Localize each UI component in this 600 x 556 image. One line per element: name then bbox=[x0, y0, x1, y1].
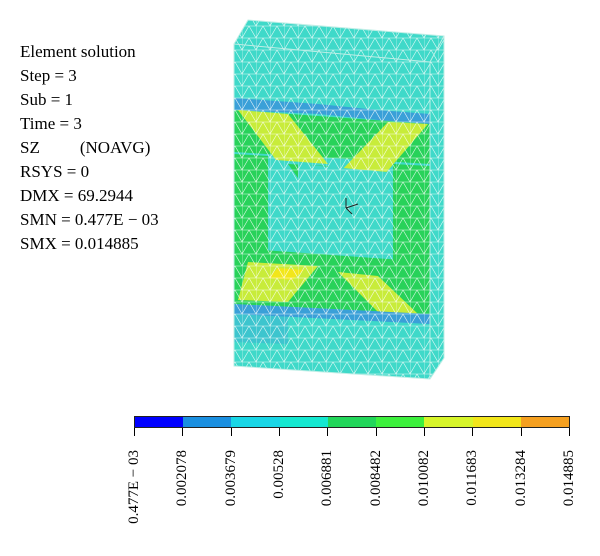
legend-tick bbox=[521, 428, 522, 436]
legend-tick bbox=[569, 428, 570, 436]
sz-row: SZ (NOAVG) bbox=[20, 136, 159, 160]
rsys-label: RSYS = 0 bbox=[20, 162, 90, 181]
smn-label: SMN = 0.477E − 03 bbox=[20, 210, 159, 229]
legend-tick-label: 0.002078 bbox=[174, 450, 190, 507]
legend-swatch bbox=[135, 417, 184, 427]
legend-swatch bbox=[424, 417, 473, 427]
dmx-label: DMX = 69.2944 bbox=[20, 186, 134, 205]
legend-tick bbox=[231, 428, 232, 436]
coordinate-triad-icon bbox=[345, 198, 359, 215]
legend-tick bbox=[327, 428, 328, 436]
time-label: Time = 3 bbox=[20, 114, 82, 133]
legend-swatch bbox=[279, 417, 328, 427]
sz-avg-label: (NOAVG) bbox=[79, 138, 151, 157]
legend-tick bbox=[424, 428, 425, 436]
contour-legend: 0.477E − 03 0.002078 0.003679 0.00528 0.0068… bbox=[126, 416, 577, 552]
legend-tick-label: 0.010082 bbox=[416, 450, 432, 507]
solution-info-panel: Element solution Step = 3 Sub = 1 Time =… bbox=[20, 40, 159, 256]
legend-tick-label: 0.011683 bbox=[464, 450, 480, 506]
legend-tick-label: 0.003679 bbox=[223, 450, 239, 507]
legend-tick-label: 0.006881 bbox=[319, 450, 335, 507]
legend-ticks: 0.477E − 03 0.002078 0.003679 0.00528 0.0068… bbox=[126, 428, 577, 524]
legend-tick bbox=[376, 428, 377, 436]
legend-swatch bbox=[183, 417, 232, 427]
solution-title: Element solution bbox=[20, 42, 136, 61]
legend-swatch bbox=[231, 417, 280, 427]
legend-tick bbox=[279, 428, 280, 436]
model-front-face bbox=[234, 44, 430, 379]
sz-label: SZ bbox=[20, 138, 40, 157]
legend-tick bbox=[134, 428, 135, 436]
legend-tick bbox=[472, 428, 473, 436]
legend-tick-label: 0.008482 bbox=[368, 450, 384, 507]
step-label: Step = 3 bbox=[20, 66, 77, 85]
legend-color-bar bbox=[134, 416, 570, 428]
legend-tick bbox=[182, 428, 183, 436]
legend-tick-label: 0.477E − 03 bbox=[126, 450, 142, 524]
legend-tick-label: 0.013284 bbox=[513, 450, 529, 507]
fe-model-view bbox=[233, 19, 445, 380]
sub-label: Sub = 1 bbox=[20, 90, 74, 109]
legend-swatch bbox=[472, 417, 521, 427]
legend-swatch bbox=[327, 417, 377, 427]
legend-swatch bbox=[376, 417, 425, 427]
legend-swatch bbox=[520, 417, 569, 427]
legend-tick-label: 0.00528 bbox=[271, 450, 287, 499]
legend-tick-label: 0.014885 bbox=[561, 450, 577, 507]
smx-label: SMX = 0.014885 bbox=[20, 234, 139, 253]
